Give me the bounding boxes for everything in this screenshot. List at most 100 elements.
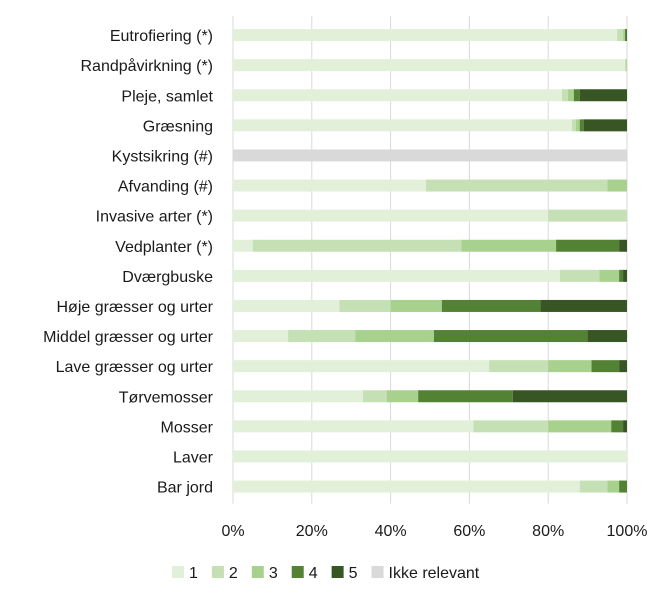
x-tick-label: 20% <box>296 523 328 540</box>
bar-segment <box>626 29 627 42</box>
x-tick-label: 60% <box>453 523 485 540</box>
bar-segment <box>339 299 391 312</box>
category-labels: Eutrofiering (*) Randpåvirkning (*) Pleje,… <box>43 28 214 497</box>
category-label: Høje græsser og urter <box>57 299 214 316</box>
bar-segment <box>617 29 624 42</box>
category-label: Kystsikring (#) <box>112 148 213 165</box>
bar-segment <box>233 480 580 493</box>
legend-swatch <box>172 566 184 578</box>
x-tick-label: 40% <box>375 523 407 540</box>
bar-segment <box>591 360 620 373</box>
category-label: Randpåvirkning (*) <box>80 57 213 75</box>
category-label: Afvanding (#) <box>118 179 213 196</box>
bar-segment <box>233 89 562 102</box>
bar-segment <box>561 89 568 102</box>
bar-segment <box>233 59 626 72</box>
category-label: Lave græsser og urter <box>56 359 214 376</box>
bar-segment <box>579 89 627 102</box>
bar-segment <box>625 59 627 72</box>
bar-segment <box>363 390 387 403</box>
bar-segment <box>461 239 557 252</box>
bars <box>233 29 627 493</box>
category-label: Eutrofiering (*) <box>110 28 213 45</box>
category-label: Middel græsser og urter <box>43 329 214 346</box>
bar-segment <box>587 330 627 343</box>
legend-label: Ikke relevant <box>389 565 480 582</box>
bar-segment <box>556 239 620 252</box>
legend-swatch <box>251 566 264 578</box>
bar-segment <box>288 330 356 343</box>
bar-segment <box>619 269 624 282</box>
bar-segment <box>390 299 442 312</box>
bar-segment <box>233 330 289 343</box>
bar-segment <box>607 179 627 192</box>
bar-segment <box>233 239 253 252</box>
bar-segment <box>607 480 620 493</box>
bar-segment <box>233 29 618 42</box>
legend-label: 5 <box>349 565 358 582</box>
bar-segment <box>599 269 620 282</box>
x-tick-label: 0% <box>221 523 244 540</box>
bar-segment <box>611 420 624 433</box>
bar-segment <box>489 360 549 373</box>
bar-segment <box>233 299 340 312</box>
bar-segment <box>619 239 627 252</box>
legend-label: 3 <box>269 565 278 582</box>
legend: 1 2 3 4 5 Ikke relevant <box>172 565 480 582</box>
bar-segment <box>548 360 592 373</box>
x-tick-label: 80% <box>532 523 564 540</box>
legend-swatch <box>371 566 384 578</box>
category-label: Græsning <box>143 118 213 135</box>
bar-segment <box>233 390 364 403</box>
bar-segment <box>418 390 513 403</box>
legend-swatch <box>291 566 304 578</box>
bar-segment <box>233 209 549 222</box>
bar-segment <box>619 480 627 493</box>
category-label: Vedplanter (*) <box>115 239 213 256</box>
legend-label: 1 <box>189 565 198 582</box>
bar-segment <box>625 29 627 42</box>
bar-segment <box>567 89 574 102</box>
legend-swatch <box>211 566 224 578</box>
bar-segment <box>619 360 627 373</box>
bar-segment <box>426 179 608 192</box>
bar-segment <box>473 420 549 433</box>
bar-segment <box>623 269 627 282</box>
category-label: Bar jord <box>157 480 213 497</box>
bar-segment <box>623 420 627 433</box>
x-tick-label: 100% <box>607 523 648 540</box>
legend-label: 2 <box>229 565 238 582</box>
legend-swatch <box>331 566 344 578</box>
bar-segment <box>583 119 627 132</box>
x-axis-tick-labels: 0% 20% 40% 60% 80% 100% <box>221 523 647 540</box>
category-label: Mosser <box>161 419 214 436</box>
bar-segment <box>573 89 580 102</box>
bar-segment <box>512 390 627 403</box>
bar-segment <box>548 209 627 222</box>
bar-segment <box>623 29 626 42</box>
bar-segment <box>548 420 612 433</box>
bar-segment <box>233 119 572 132</box>
category-label: Laver <box>173 449 214 466</box>
bar-segment <box>441 299 541 312</box>
bar-segment <box>540 299 627 312</box>
bar-segment <box>560 269 600 282</box>
category-label: Invasive arter (*) <box>96 209 213 226</box>
bar-segment <box>233 450 627 463</box>
legend-label: 4 <box>309 565 318 582</box>
bar-segment <box>579 119 584 132</box>
bar-segment <box>575 119 580 132</box>
bar-segment <box>233 360 490 373</box>
bar-segment <box>386 390 419 403</box>
bar-segment <box>355 330 434 343</box>
category-label: Pleje, samlet <box>121 88 213 105</box>
bar-segment <box>233 420 474 433</box>
bar-segment <box>252 239 462 252</box>
bar-segment <box>233 149 627 162</box>
bar-segment <box>571 119 576 132</box>
bar-segment <box>433 330 588 343</box>
bar-segment <box>233 179 427 192</box>
bar-segment <box>626 59 627 72</box>
category-label: Dværgbuske <box>122 269 213 286</box>
